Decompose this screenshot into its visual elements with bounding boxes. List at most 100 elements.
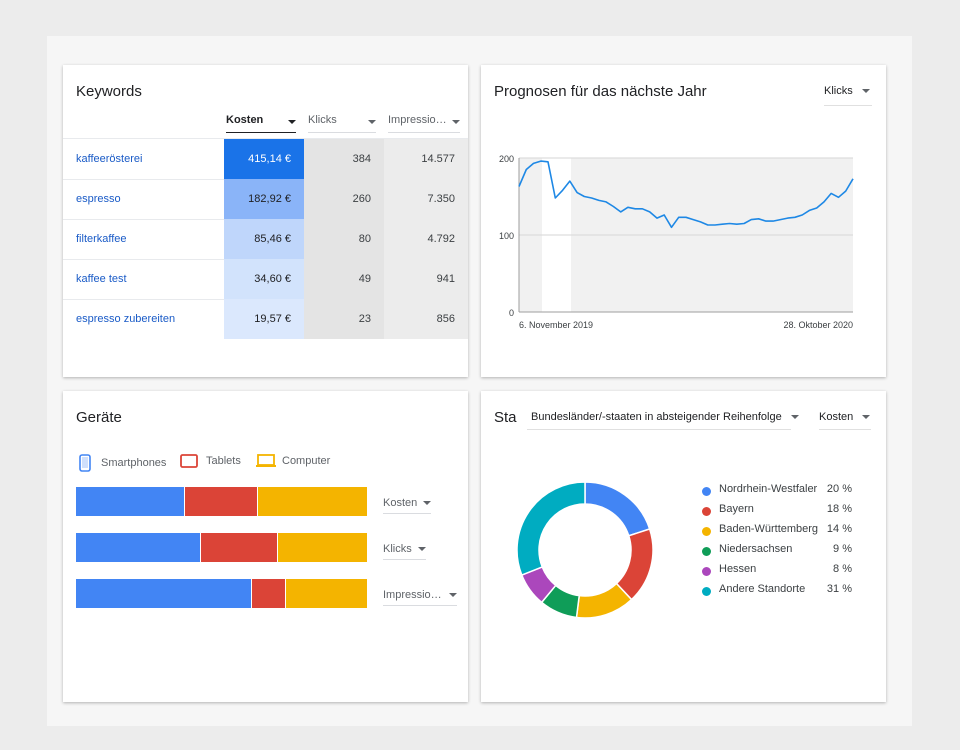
bar-segment-computer: [278, 533, 367, 562]
device-bar-klicks: [76, 533, 367, 562]
device-metric-dropdown[interactable]: Kosten: [383, 497, 432, 514]
legend-dot-icon: [702, 487, 711, 496]
computer-icon: [256, 454, 276, 467]
bar-segment-tablets: [252, 579, 286, 608]
devices-title: Geräte: [76, 409, 122, 426]
legend-computer: Computer: [256, 454, 330, 468]
forecast-line-chart: 0 100 200 6. November 2019 28. Oktober 2020: [499, 154, 854, 330]
chevron-down-icon: [790, 415, 799, 420]
states-filter-dropdown[interactable]: Bundesländer/-staaten in absteigender Re…: [527, 411, 803, 423]
tablet-icon: [180, 454, 198, 468]
state-share: 18 %: [826, 503, 852, 515]
column-header-kosten[interactable]: Kosten: [226, 114, 296, 138]
state-name: Bayern: [719, 503, 754, 515]
x-tick-label: 6. November 2019: [519, 320, 593, 330]
chevron-down-icon: [417, 547, 426, 552]
keyword-link[interactable]: espresso: [76, 193, 121, 205]
state-name: Niedersachsen: [719, 543, 793, 555]
chevron-down-icon: [368, 120, 376, 124]
y-tick-label: 200: [499, 154, 514, 164]
legend-item: Baden-Württemberg 14 %: [702, 523, 852, 543]
keywords-card: Keywords Kosten Klicks Impressio… kaffee…: [63, 65, 468, 377]
chevron-down-icon: [861, 89, 870, 94]
legend-item: Andere Standorte 31 %: [702, 583, 852, 603]
x-tick-label: 28. Oktober 2020: [783, 320, 853, 330]
cell-impressionen: 4.792: [384, 219, 468, 259]
cell-kosten: 85,46 €: [224, 219, 304, 259]
cell-impressionen: 856: [384, 299, 468, 339]
table-row: espresso zubereiten 19,57 €23 856: [63, 299, 468, 339]
donut-slice[interactable]: [516, 481, 586, 577]
bar-segment-smartphones: [76, 533, 202, 562]
cell-klicks: 49: [304, 259, 384, 299]
states-title: Sta: [494, 409, 517, 426]
state-share: 31 %: [826, 583, 852, 595]
bar-segment-computer: [257, 487, 367, 516]
cell-klicks: 23: [304, 299, 384, 339]
table-row: filterkaffee 85,46 €80 4.792: [63, 219, 468, 259]
table-row: kaffeerösterei 415,14 €384 14.577: [63, 139, 468, 179]
column-header-impressionen[interactable]: Impressio…: [388, 114, 460, 138]
device-metric-label: Kosten: [383, 497, 418, 509]
column-header-klicks-label: Klicks: [308, 114, 337, 126]
y-tick-label: 0: [509, 308, 514, 318]
legend-item: Bayern 18 %: [702, 503, 852, 523]
forecast-title: Prognosen für das nächste Jahr: [494, 83, 707, 100]
cell-klicks: 80: [304, 219, 384, 259]
legend-dot-icon: [702, 587, 711, 596]
states-card: Sta Bundesländer/-staaten in absteigende…: [481, 391, 886, 702]
legend-item: Niedersachsen 9 %: [702, 543, 852, 563]
legend-item: Hessen 8 %: [702, 563, 852, 583]
bar-segment-computer: [285, 579, 367, 608]
column-header-klicks[interactable]: Klicks: [308, 114, 376, 138]
legend-smartphones-label: Smartphones: [101, 457, 167, 469]
keyword-link[interactable]: kaffeerösterei: [76, 153, 143, 165]
state-name: Nordrhein-Westfaler: [719, 483, 818, 495]
column-header-impressionen-label: Impressio…: [388, 114, 447, 126]
states-metric-dropdown[interactable]: Kosten: [819, 411, 871, 423]
legend-computer-label: Computer: [282, 455, 331, 467]
device-metric-dropdown[interactable]: Impressio…: [383, 589, 457, 606]
cell-impressionen: 941: [384, 259, 468, 299]
cell-kosten: 34,60 €: [224, 259, 304, 299]
legend-smartphones: Smartphones: [79, 454, 166, 472]
forecast-metric-dropdown[interactable]: Klicks: [824, 85, 870, 97]
chevron-down-icon: [862, 415, 871, 420]
chevron-down-icon: [449, 593, 457, 597]
column-header-kosten-label: Kosten: [226, 114, 264, 126]
dropdown-underline: [819, 429, 871, 430]
chevron-down-icon: [423, 501, 432, 506]
sort-caret-icon: [288, 120, 296, 124]
device-metric-dropdown[interactable]: Klicks: [383, 543, 426, 560]
state-share: 14 %: [826, 523, 852, 535]
table-divider: [63, 138, 468, 139]
table-row: espresso 182,92 €260 7.350: [63, 179, 468, 219]
donut-slice[interactable]: [584, 481, 651, 537]
state-share: 8 %: [833, 563, 852, 575]
state-share: 9 %: [833, 543, 852, 555]
legend-dot-icon: [702, 527, 711, 536]
y-tick-label: 100: [499, 231, 514, 241]
bar-segment-smartphones: [76, 579, 253, 608]
table-row: kaffee test 34,60 €49 941: [63, 259, 468, 299]
device-metric-label: Impressio…: [383, 589, 442, 601]
forecast-metric-dropdown-label: Klicks: [824, 85, 853, 97]
row-divider: [63, 219, 224, 220]
bar-segment-tablets: [185, 487, 258, 516]
legend-dot-icon: [702, 567, 711, 576]
states-donut-chart: [516, 481, 654, 619]
keyword-link[interactable]: kaffee test: [76, 273, 127, 285]
states-filter-dropdown-label: Bundesländer/-staaten in absteigender Re…: [531, 411, 782, 423]
keyword-link[interactable]: espresso zubereiten: [76, 313, 176, 325]
legend-tablets-label: Tablets: [206, 455, 241, 467]
cell-kosten: 19,57 €: [224, 299, 304, 339]
state-name: Hessen: [719, 563, 757, 575]
bar-segment-smartphones: [76, 487, 186, 516]
chevron-down-icon: [452, 120, 460, 124]
forecast-series-line: [518, 160, 854, 229]
state-name: Baden-Württemberg: [719, 523, 819, 535]
cell-kosten: 415,14 €: [224, 139, 304, 179]
cell-kosten: 182,92 €: [224, 179, 304, 219]
keyword-link[interactable]: filterkaffee: [76, 233, 127, 245]
smartphone-icon: [79, 454, 91, 472]
